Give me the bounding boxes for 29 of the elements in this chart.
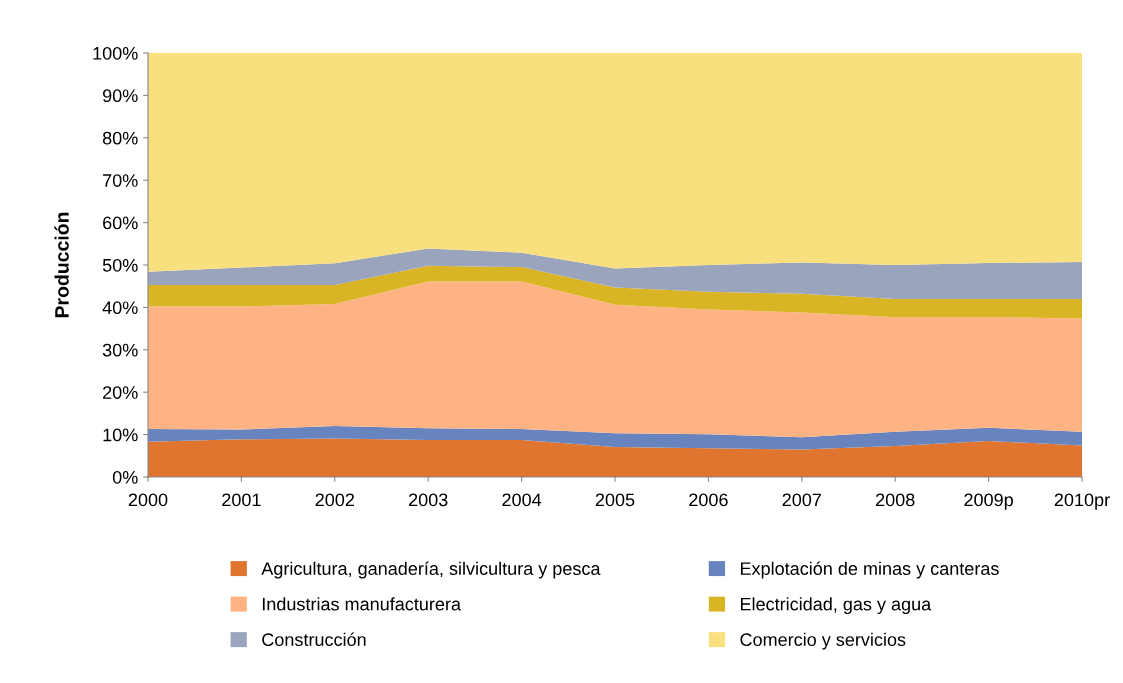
x-tick-label: 2009p	[964, 493, 1013, 510]
x-tick-label: 2002	[315, 493, 354, 507]
y-tick-label: 60%	[103, 216, 138, 230]
y-tick-label: 80%	[102, 131, 138, 145]
legend-label: Construcción	[262, 632, 366, 647]
y-tick-label: 30%	[102, 343, 138, 357]
y-tick-label: 10%	[103, 428, 138, 442]
x-tick-label: 2007	[782, 493, 821, 507]
x-tick-label: 2008	[876, 493, 915, 507]
legend-label: Agricultura, ganadería, silvicultura y pesca	[261, 561, 601, 579]
legend-label: Electricidad, gas y agua	[740, 597, 932, 615]
legend-label: Explotación de minas y canteras	[740, 561, 999, 579]
legend-label: Comercio y servicios	[740, 632, 906, 650]
x-tick-label: 2004	[502, 493, 542, 507]
y-tick-label: 20%	[103, 386, 138, 399]
y-tick-label: 40%	[102, 301, 138, 315]
x-tick-label: 2003	[409, 493, 448, 507]
x-tick-label: 2001	[222, 493, 261, 507]
y-tick-label: 50%	[102, 258, 138, 272]
x-tick-label: 2000	[128, 493, 168, 507]
x-tick-label: 2005	[595, 493, 635, 507]
x-tick-label: 2006	[689, 493, 728, 507]
legend-label: Industrias manufacturera	[262, 597, 461, 611]
y-tick-label: 90%	[102, 89, 138, 103]
y-axis-title: Producción	[54, 212, 69, 318]
x-tick-label: 2010pr	[1054, 493, 1110, 510]
y-tick-label: 100%	[93, 46, 138, 60]
y-tick-label: 0%	[112, 470, 138, 484]
y-tick-label: 70%	[103, 174, 138, 187]
